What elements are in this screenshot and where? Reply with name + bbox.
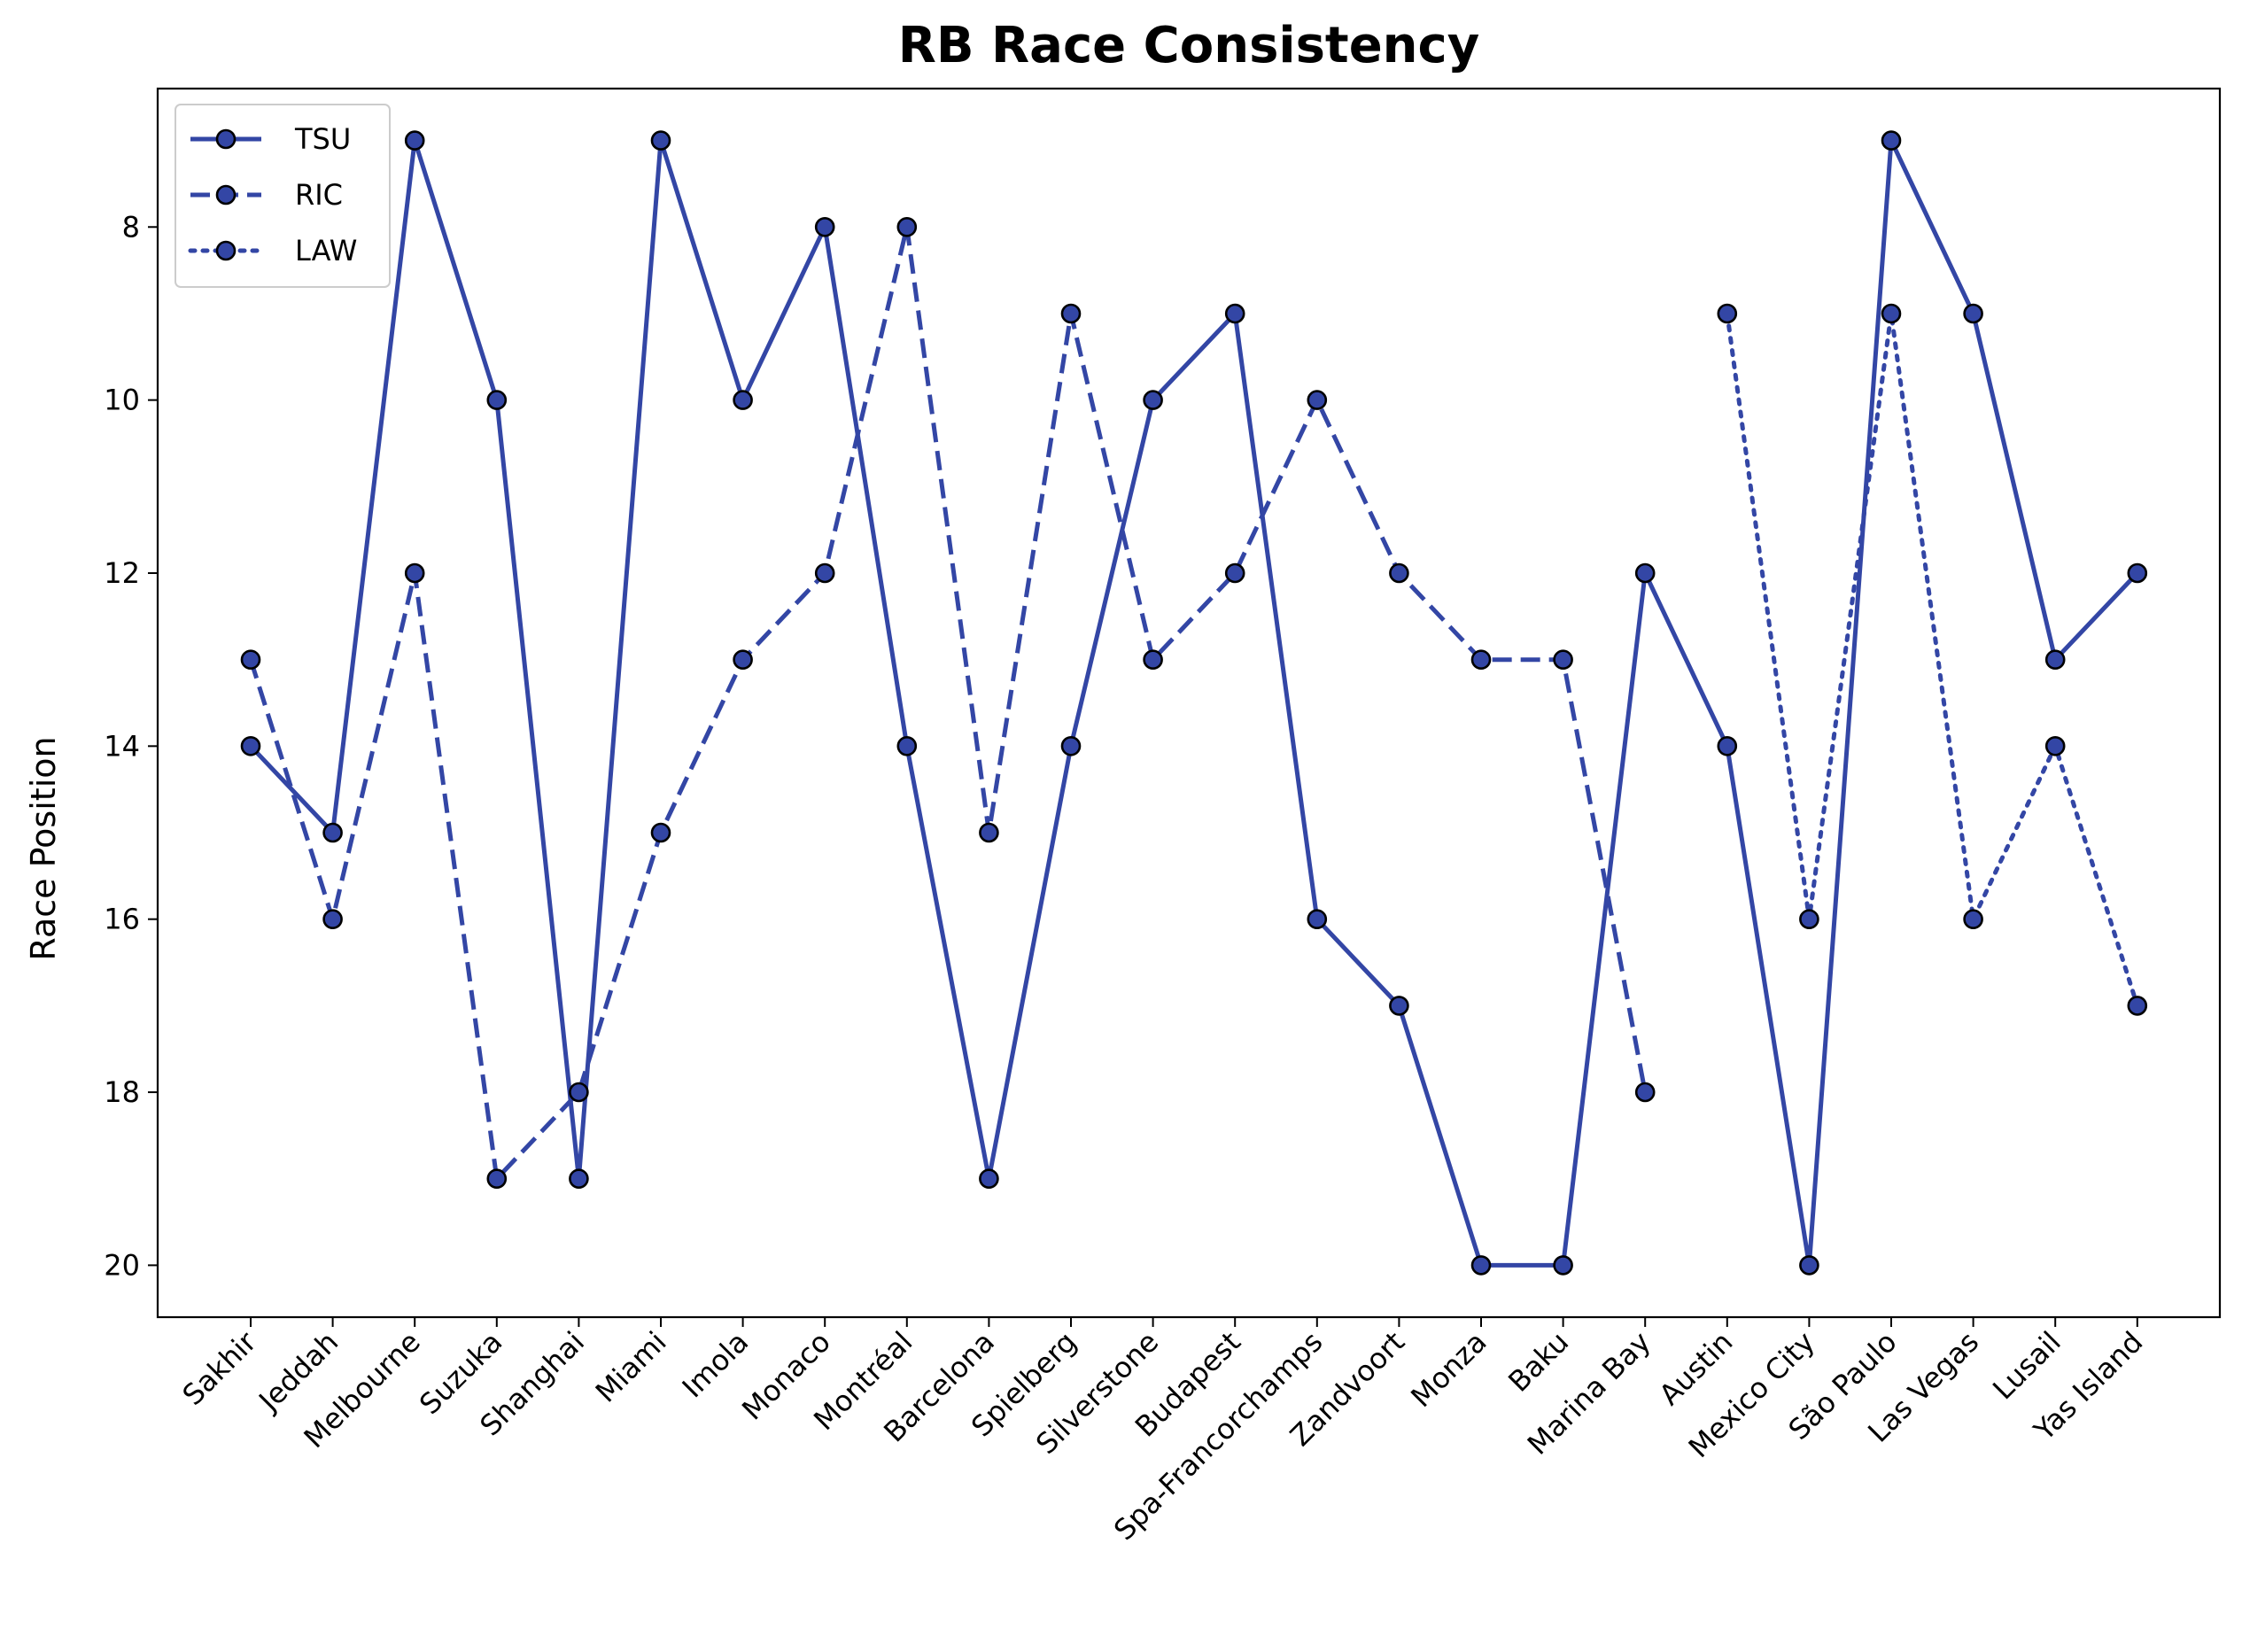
data-point-tsu	[2127, 562, 2148, 584]
x-tick-label: Miami	[589, 1325, 673, 1409]
data-point-tsu	[1553, 1255, 1573, 1276]
legend-marker-ric	[215, 184, 237, 206]
data-point-ric	[569, 1082, 589, 1103]
plot-frame	[156, 87, 2222, 1319]
chart-title: RB Race Consistency	[898, 17, 1480, 74]
data-point-ric	[979, 822, 999, 843]
data-point-tsu	[733, 390, 753, 410]
data-point-ric	[896, 216, 918, 237]
data-point-law	[1799, 909, 1819, 929]
data-point-tsu	[979, 1168, 999, 1189]
y-tick-label: 12	[104, 556, 140, 590]
legend-label-law: LAW	[295, 234, 357, 268]
legend-label-tsu: TSU	[294, 122, 351, 156]
data-point-tsu	[322, 822, 343, 843]
data-point-tsu	[1143, 390, 1163, 410]
y-tick-label: 8	[122, 210, 140, 244]
data-point-ric	[650, 822, 671, 843]
y-tick-label: 16	[104, 903, 140, 936]
data-point-law	[2127, 996, 2148, 1016]
legend-label-ric: RIC	[295, 178, 343, 212]
data-point-ric	[240, 649, 261, 671]
data-point-ric	[1307, 390, 1328, 410]
data-point-tsu	[814, 216, 835, 237]
data-point-tsu	[240, 735, 261, 756]
data-point-tsu	[1799, 1255, 1819, 1276]
data-point-ric	[1470, 649, 1492, 671]
y-tick-label: 20	[104, 1248, 140, 1282]
series-line-law	[1725, 311, 2140, 1008]
data-point-law	[2044, 735, 2066, 756]
legend-marker-tsu	[215, 128, 237, 150]
y-axis-label: Race Position	[24, 736, 63, 960]
data-point-ric	[1389, 562, 1409, 584]
x-tick-label: Imola	[676, 1325, 756, 1405]
data-point-tsu	[1881, 130, 1902, 151]
data-point-ric	[814, 562, 835, 584]
data-point-ric	[1060, 303, 1082, 324]
x-tick-label: Sakhir	[176, 1324, 264, 1412]
data-point-tsu	[1224, 303, 1245, 324]
y-tick-label: 18	[104, 1075, 140, 1109]
data-point-tsu	[650, 130, 671, 151]
x-tick-label: Baku	[1501, 1325, 1575, 1399]
data-point-ric	[404, 562, 425, 584]
data-point-tsu	[1963, 303, 1983, 324]
data-point-tsu	[896, 735, 918, 756]
data-point-tsu	[1060, 735, 1082, 756]
data-point-tsu	[569, 1168, 589, 1189]
data-point-tsu	[404, 130, 425, 151]
data-point-tsu	[2044, 649, 2066, 671]
x-tick-label: Monza	[1404, 1325, 1493, 1414]
x-axis: SakhirJeddahMelbourneSuzukaShanghaiMiami…	[176, 1317, 2149, 1547]
data-point-tsu	[1634, 562, 1656, 584]
plot-area	[240, 130, 2148, 1276]
data-point-law	[1717, 303, 1738, 324]
data-point-law	[1963, 909, 1983, 929]
y-axis: 8 10 12 14 16 18 20	[104, 210, 158, 1282]
data-point-ric	[486, 1168, 508, 1189]
series-line-ric	[248, 224, 1648, 1182]
data-point-ric	[1224, 562, 1245, 584]
data-point-tsu	[1307, 909, 1328, 929]
x-tick-label: Lusail	[1986, 1325, 2067, 1407]
data-point-ric	[1143, 649, 1163, 671]
y-tick-label: 10	[104, 384, 140, 417]
legend: TSU RIC LAW	[175, 104, 391, 288]
data-point-law	[1881, 303, 1902, 324]
data-point-ric	[1553, 649, 1573, 671]
y-tick-label: 14	[104, 729, 140, 763]
series-line-tsu	[249, 138, 2139, 1268]
data-point-ric	[733, 649, 753, 671]
data-point-ric	[322, 909, 343, 929]
data-point-tsu	[486, 390, 508, 410]
legend-marker-law	[215, 240, 237, 261]
data-point-tsu	[1717, 735, 1738, 756]
data-point-tsu	[1470, 1255, 1492, 1276]
data-point-tsu	[1389, 996, 1409, 1016]
data-point-ric	[1634, 1082, 1656, 1103]
